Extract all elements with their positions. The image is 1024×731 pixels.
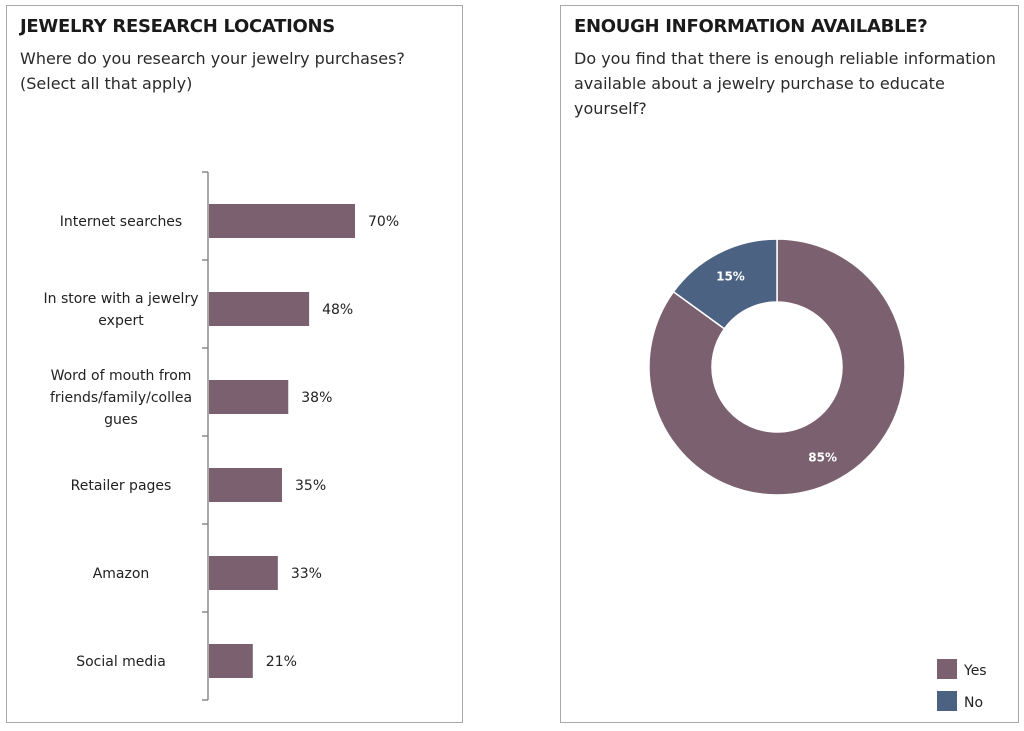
donut-chart-panel: ENOUGH INFORMATION AVAILABLE? Do you fin… (560, 5, 1019, 723)
category-label-line: Internet searches (60, 214, 182, 230)
donut-chart-subtitle: Do you find that there is enough reliabl… (574, 46, 1006, 121)
category-label: Retailer pages (71, 478, 172, 494)
donut-slice-yes (648, 238, 906, 496)
category-label: In store with a jewelry expert (44, 291, 199, 329)
slice-value-label: 15% (716, 270, 745, 284)
donut-chart: 85% 15% Yes No (648, 238, 987, 711)
slice-value-label: 85% (808, 451, 837, 465)
legend-swatch (937, 659, 957, 679)
bar-chart-subtitle-line2: (Select all that apply) (20, 74, 193, 93)
bar (209, 292, 310, 326)
category-label: Social media (76, 654, 166, 670)
donut-chart-title: ENOUGH INFORMATION AVAILABLE? (574, 16, 928, 37)
bar (209, 204, 355, 238)
category-label-line: friends/family/collea (50, 390, 192, 406)
bar-value-label: 38% (301, 390, 332, 406)
category-label-line: Word of mouth from (51, 368, 192, 384)
bar-value-label: 70% (368, 214, 399, 230)
bar-chart-subtitle-line1: Where do you research your jewelry purch… (20, 49, 405, 68)
legend-label: No (964, 695, 983, 711)
bar (209, 556, 278, 590)
legend-swatch (937, 691, 957, 711)
bar (209, 468, 282, 502)
category-label-line: gues (104, 412, 138, 428)
category-label: Amazon (93, 566, 150, 582)
donut-slice-no (672, 238, 778, 330)
bar (209, 644, 253, 678)
category-label-line: Social media (76, 654, 166, 670)
bar-chart-title: JEWELRY RESEARCH LOCATIONS (20, 16, 335, 37)
category-label-line: Amazon (93, 566, 150, 582)
category-label-line: In store with a jewelry (44, 291, 199, 307)
bar-value-label: 33% (291, 566, 322, 582)
category-label-line: expert (98, 313, 144, 329)
bar-value-label: 48% (322, 302, 353, 318)
bar-value-label: 35% (295, 478, 326, 494)
legend-label: Yes (963, 663, 987, 679)
bar-chart-panel: JEWELRY RESEARCH LOCATIONS Where do you … (6, 5, 463, 723)
category-label: Word of mouth from friends/family/collea g… (50, 368, 192, 428)
bar-chart-subtitle: Where do you research your jewelry purch… (20, 46, 440, 96)
donut-chart-subtitle-line2: available about a jewelry purchase to ed… (574, 74, 945, 93)
category-label-line: Retailer pages (71, 478, 172, 494)
category-label: Internet searches (60, 214, 182, 230)
bar (209, 380, 289, 414)
bar-value-label: 21% (266, 654, 297, 670)
donut-chart-subtitle-line3: yourself? (574, 99, 647, 118)
bar-chart: 70% Internet searches 48% In store with a j… (44, 171, 399, 701)
donut-chart-subtitle-line1: Do you find that there is enough reliabl… (574, 49, 996, 68)
